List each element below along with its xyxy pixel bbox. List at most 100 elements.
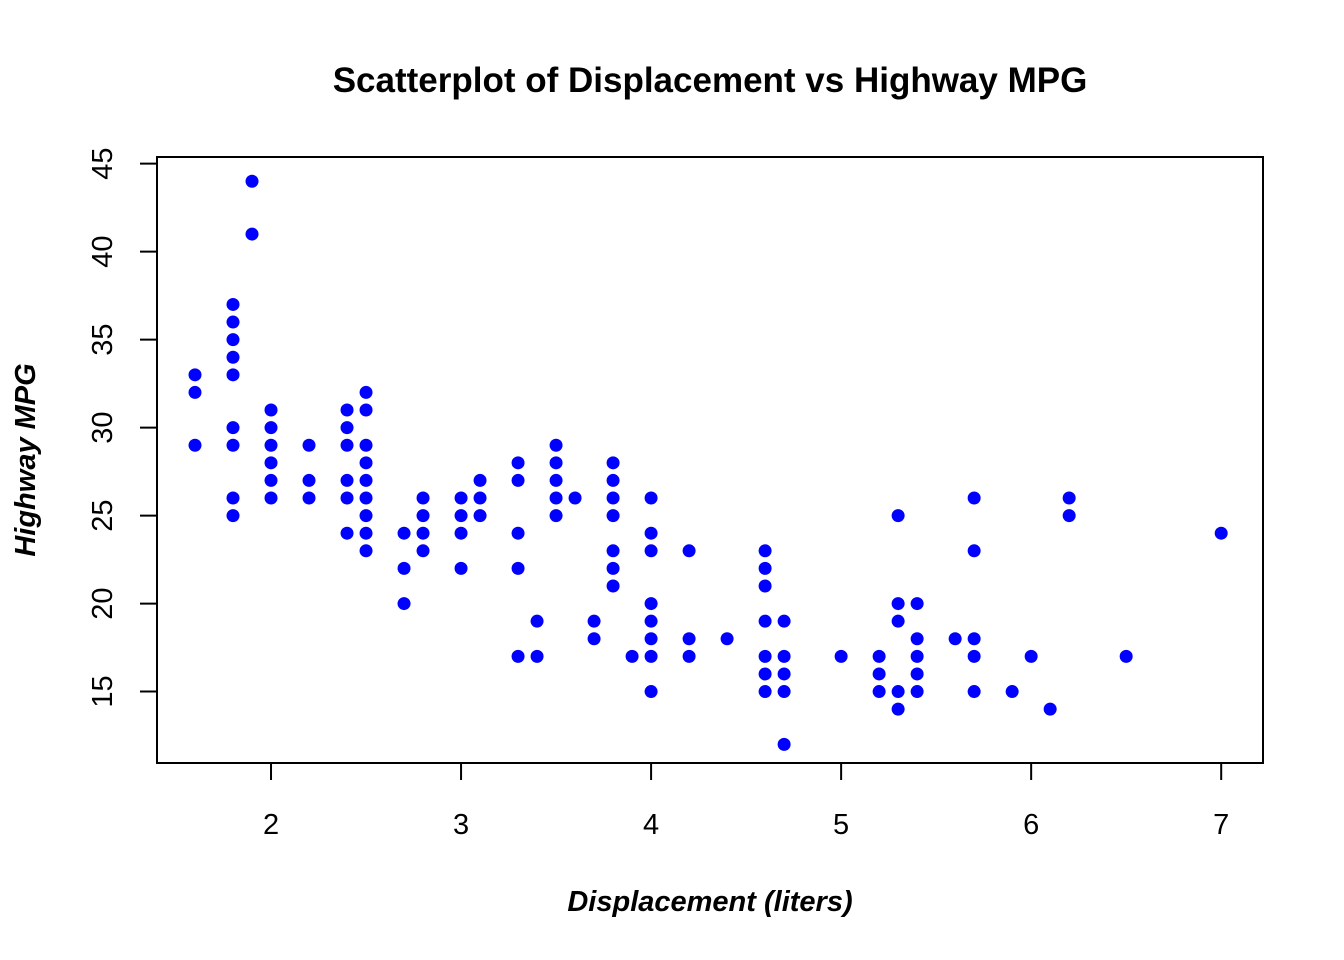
data-point: [644, 597, 658, 611]
x-axis-label: Displacement (liters): [567, 886, 852, 918]
data-point: [302, 438, 316, 452]
data-point: [834, 649, 848, 663]
data-point: [625, 649, 639, 663]
data-point: [1062, 491, 1076, 505]
y-tick-label: 40: [87, 236, 119, 268]
x-tick-label: 6: [1023, 809, 1039, 841]
data-point: [511, 456, 525, 470]
y-axis-label: Highway MPG: [10, 363, 42, 556]
data-point: [340, 473, 354, 487]
data-point: [910, 632, 924, 646]
data-point: [606, 509, 620, 523]
data-point: [910, 597, 924, 611]
data-point: [549, 438, 563, 452]
data-point: [188, 438, 202, 452]
data-point: [359, 473, 373, 487]
data-point: [682, 632, 696, 646]
data-point: [264, 438, 278, 452]
data-point: [397, 597, 411, 611]
data-point: [359, 526, 373, 540]
data-point: [891, 614, 905, 628]
data-point: [359, 491, 373, 505]
data-point: [340, 526, 354, 540]
data-point: [967, 544, 981, 558]
data-point: [777, 667, 791, 681]
data-point: [473, 491, 487, 505]
data-point: [758, 614, 772, 628]
data-point: [644, 614, 658, 628]
data-point: [226, 350, 240, 364]
x-tick-label: 2: [263, 809, 279, 841]
y-tick-label: 25: [87, 499, 119, 531]
data-point: [264, 421, 278, 435]
plot-frame: [156, 156, 1264, 764]
data-point: [777, 614, 791, 628]
x-axis: 2 3 4 5 6 7: [263, 762, 1229, 841]
data-point: [568, 491, 582, 505]
data-point: [530, 649, 544, 663]
data-point: [644, 491, 658, 505]
data-point: [397, 561, 411, 575]
data-point: [967, 649, 981, 663]
data-point: [758, 649, 772, 663]
data-point: [511, 473, 525, 487]
data-points: [188, 174, 1228, 751]
y-tick-label: 20: [87, 587, 119, 619]
data-point: [587, 614, 601, 628]
data-point: [264, 403, 278, 417]
data-point: [644, 544, 658, 558]
data-point: [606, 473, 620, 487]
data-point: [454, 526, 468, 540]
data-point: [606, 491, 620, 505]
y-tick-label: 15: [87, 675, 119, 707]
data-point: [359, 385, 373, 399]
data-point: [948, 632, 962, 646]
data-point: [454, 561, 468, 575]
data-point: [226, 368, 240, 382]
data-point: [416, 526, 430, 540]
data-point: [1062, 509, 1076, 523]
data-point: [416, 544, 430, 558]
data-point: [967, 685, 981, 699]
data-point: [359, 403, 373, 417]
data-point: [606, 561, 620, 575]
data-point: [549, 509, 563, 523]
data-point: [758, 579, 772, 593]
data-point: [549, 473, 563, 487]
data-point: [587, 632, 601, 646]
data-point: [226, 491, 240, 505]
data-point: [264, 491, 278, 505]
data-point: [910, 667, 924, 681]
data-point: [340, 403, 354, 417]
data-point: [758, 544, 772, 558]
data-point: [340, 491, 354, 505]
data-point: [910, 649, 924, 663]
data-point: [682, 544, 696, 558]
y-axis: 15 20 25 30 35 40 45: [87, 148, 158, 708]
data-point: [606, 579, 620, 593]
data-point: [872, 667, 886, 681]
data-point: [549, 491, 563, 505]
data-point: [359, 438, 373, 452]
data-point: [758, 685, 772, 699]
data-point: [473, 473, 487, 487]
data-point: [511, 649, 525, 663]
x-tick-label: 3: [453, 809, 469, 841]
data-point: [777, 737, 791, 751]
data-point: [967, 632, 981, 646]
data-point: [302, 473, 316, 487]
data-point: [530, 614, 544, 628]
data-point: [891, 702, 905, 716]
data-point: [264, 456, 278, 470]
data-point: [245, 174, 259, 188]
data-point: [340, 438, 354, 452]
data-point: [226, 333, 240, 347]
data-point: [872, 685, 886, 699]
data-point: [359, 456, 373, 470]
data-point: [1043, 702, 1057, 716]
data-point: [226, 315, 240, 329]
y-tick-label: 35: [87, 324, 119, 356]
data-point: [1005, 685, 1019, 699]
x-tick-label: 5: [833, 809, 849, 841]
